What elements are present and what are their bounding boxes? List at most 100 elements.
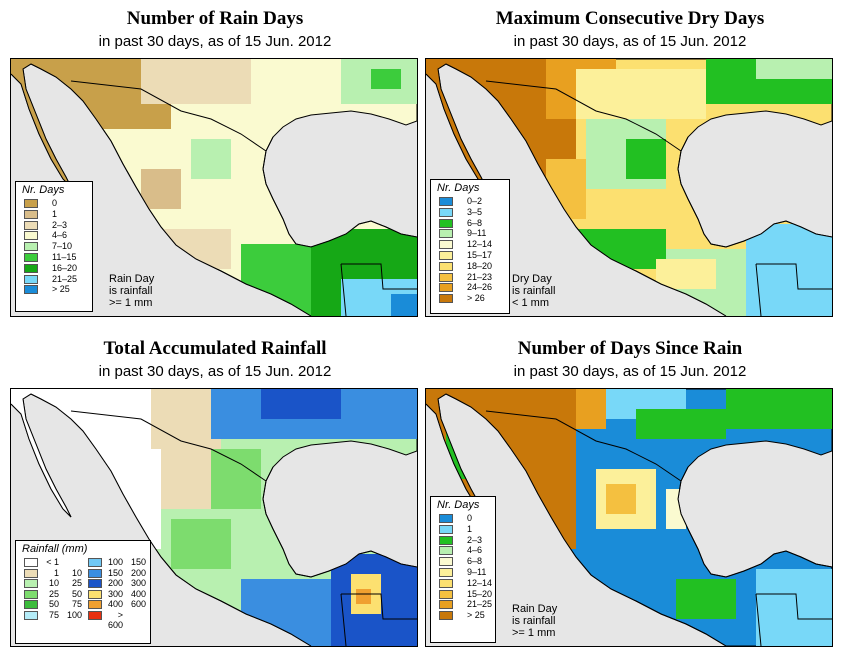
panel-subtitle: in past 30 days, as of 15 Jun. 2012 — [513, 33, 747, 50]
legend-swatch — [439, 524, 453, 534]
legend: Nr. Days 0 1 2–3 4–6 7–10 11–15 16–20 21–25 > 25 — [15, 181, 93, 312]
legend-swatch — [439, 557, 453, 567]
legend-range-high: 600 — [130, 599, 146, 609]
legend-item: 16–20 — [16, 263, 92, 274]
legend-item: 1 — [431, 524, 495, 535]
map-total-rainfall: Rainfall (mm) < 1 100 150 1 10 150 200 10 25 200 3… — [10, 388, 418, 647]
legend-rows: 0 1 2–3 4–6 7–10 11–15 16–20 21–25 > 25 — [16, 198, 92, 295]
legend-range-high: 25 — [71, 578, 82, 588]
legend-item: 21–25 — [16, 274, 92, 285]
legend-range-high: 150 — [130, 557, 146, 567]
panel-subtitle: in past 30 days, as of 15 Jun. 2012 — [98, 363, 332, 380]
note-line: Dry Day — [512, 273, 552, 285]
legend-swatch — [24, 285, 38, 295]
legend-rows: 0–2 3–5 6–8 9–11 12–14 15–17 18–20 21–23 24–26 > … — [431, 196, 509, 304]
legend-range-high: 400 — [130, 588, 146, 599]
legend-item: 2–3 — [431, 535, 495, 546]
legend-range-low: 100 — [107, 557, 123, 567]
legend-item: 6–8 — [431, 218, 509, 229]
legend-range-low: < 1 — [46, 557, 59, 567]
legend-swatch — [439, 535, 453, 545]
note-line: >= 1 mm — [512, 627, 556, 639]
panel-subtitle: in past 30 days, as of 15 Jun. 2012 — [513, 363, 747, 380]
legend-item: 2–3 — [16, 220, 92, 231]
legend-swatch — [439, 197, 453, 206]
legend-swatch — [439, 294, 453, 304]
legend-title: Nr. Days — [22, 184, 65, 196]
legend-swatch — [88, 558, 102, 567]
legend-label: 18–20 — [467, 260, 493, 271]
legend-item: 9–11 — [431, 567, 495, 578]
legend-range-high: 200 — [130, 567, 146, 578]
legend-label: > 25 — [467, 610, 485, 621]
legend-swatch — [24, 589, 38, 599]
legend-label: 11–15 — [52, 251, 77, 262]
legend-item: 0 — [431, 513, 495, 524]
legend-swatch — [439, 611, 453, 621]
legend-range-low: 10 — [48, 578, 59, 588]
legend-item: 50 75 400 600 — [16, 599, 150, 610]
legend-swatch — [88, 589, 102, 599]
legend-swatch — [24, 231, 38, 241]
legend-range-low: 25 — [48, 588, 59, 599]
legend-label: 1 — [52, 208, 58, 219]
map-rain-days: Nr. Days 0 1 2–3 4–6 7–10 11–15 16–20 21–25 > 25… — [10, 58, 418, 317]
map-days-since-rain: Nr. Days 0 1 2–3 4–6 6–8 9–11 12–14 15–20 21–25 >… — [425, 388, 833, 647]
legend-swatch — [24, 252, 38, 262]
legend-label: 15–20 — [467, 588, 493, 599]
legend-label: 3–5 — [467, 206, 483, 217]
legend-label: 15–17 — [467, 249, 493, 260]
legend-label: 6–8 — [467, 217, 483, 228]
legend-title: Nr. Days — [437, 182, 480, 194]
note-line: >= 1 mm — [109, 297, 153, 309]
legend-label: 2–3 — [52, 219, 68, 230]
map-svg — [426, 59, 832, 316]
note-line: Rain Day — [109, 273, 155, 285]
legend-item: 75 100 > 600 — [16, 609, 150, 630]
legend-swatch — [24, 199, 38, 208]
legend-item: 4–6 — [431, 545, 495, 556]
legend-swatch — [439, 250, 453, 260]
legend-range-high: 100 — [66, 609, 82, 620]
legend-swatch — [24, 600, 38, 609]
legend-item: 21–23 — [431, 272, 509, 283]
legend-item: 7–10 — [16, 241, 92, 252]
legend-swatch — [24, 209, 38, 219]
legend-swatch — [24, 263, 38, 273]
legend-item: 18–20 — [431, 261, 509, 272]
legend-swatch — [439, 578, 453, 588]
note: Rain Day is rainfall >= 1 mm — [512, 603, 557, 639]
legend-item: < 1 100 150 — [16, 557, 150, 568]
legend-item: 10 25 200 300 — [16, 578, 150, 589]
legend-item: 0 — [16, 198, 92, 209]
legend-label: 7–10 — [52, 241, 73, 252]
map-dry-days: Nr. Days 0–2 3–5 6–8 9–11 12–14 15–17 18–20 21–… — [425, 58, 833, 317]
legend-swatch — [439, 600, 453, 610]
legend-item: 21–25 — [431, 599, 495, 610]
legend-swatch — [24, 274, 38, 284]
legend-rows: 0 1 2–3 4–6 6–8 9–11 12–14 15–20 21–25 > 25 — [431, 513, 495, 621]
legend-item: 0–2 — [431, 196, 509, 207]
legend-label: 2–3 — [467, 534, 483, 545]
legend-swatch — [439, 514, 453, 523]
legend-item: 15–17 — [431, 250, 509, 261]
legend-label: 0–2 — [467, 196, 483, 206]
panel-title: Maximum Consecutive Dry Days — [495, 8, 765, 29]
panel-subtitle: in past 30 days, as of 15 Jun. 2012 — [98, 33, 332, 50]
legend-label: > 26 — [467, 293, 485, 304]
map-svg — [11, 59, 417, 316]
legend-label: 9–11 — [467, 228, 487, 239]
note-line: < 1 mm — [512, 297, 549, 309]
legend-title: Nr. Days — [437, 499, 480, 511]
legend-item: 1 — [16, 209, 92, 220]
legend-label: > 25 — [52, 284, 70, 295]
legend-swatch — [24, 610, 38, 620]
panel-title: Total Accumulated Rainfall — [103, 338, 327, 359]
panel-total-rainfall: Total Accumulated Rainfall in past 30 da… — [10, 330, 420, 650]
panel-days-since-rain: Number of Days Since Rain in past 30 day… — [425, 330, 835, 650]
legend-range-low: 50 — [48, 599, 59, 609]
legend-swatch — [88, 610, 102, 620]
note-line: is rainfall — [109, 285, 153, 297]
note: Dry Day is rainfall < 1 mm — [512, 273, 555, 309]
legend-swatch — [24, 579, 38, 588]
